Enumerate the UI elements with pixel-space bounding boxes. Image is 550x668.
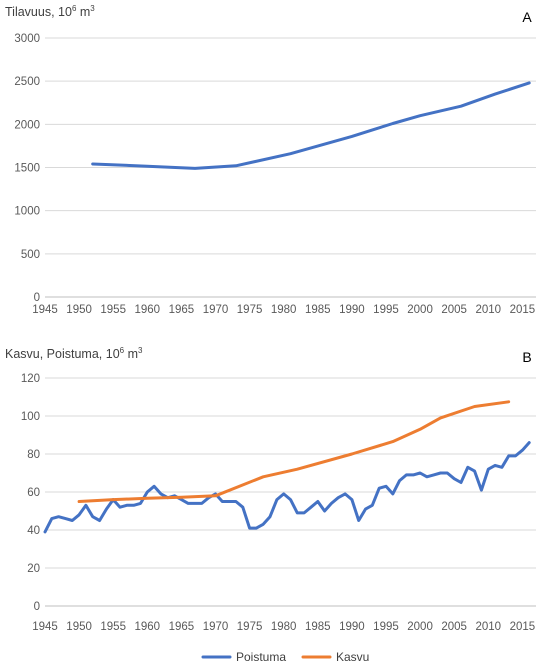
x-tick-label: 1980 xyxy=(271,621,297,633)
x-tick-label: 1945 xyxy=(32,304,58,316)
series-line xyxy=(91,81,531,170)
series-poistuma-line xyxy=(43,441,531,534)
x-tick-label: 1985 xyxy=(305,304,331,316)
x-tick-label: 2005 xyxy=(441,304,467,316)
panel-label: A xyxy=(522,9,532,25)
y-tick-label: 20 xyxy=(27,563,40,575)
x-tick-label: 2000 xyxy=(407,304,433,316)
legend-label-kasvu: Kasvu xyxy=(336,650,369,664)
y-tick-label: 1000 xyxy=(14,206,40,218)
x-tick-label: 1975 xyxy=(237,621,263,633)
x-tick-label: 2015 xyxy=(510,304,536,316)
x-tick-label: 1980 xyxy=(271,304,297,316)
chart-title: Kasvu, Poistuma, 106 m3 xyxy=(5,346,143,361)
legend: Poistuma Kasvu xyxy=(201,650,369,664)
x-tick-label: 1945 xyxy=(32,621,58,633)
y-tick-label: 2500 xyxy=(14,76,40,88)
x-tick-label: 2010 xyxy=(475,621,501,633)
chart-panel-a: 0 500 1000 1500 2000 2500 3000 1945 1950 1955 1960… xyxy=(5,4,536,316)
y-tick-label: 40 xyxy=(27,525,40,537)
x-tick-label: 1975 xyxy=(237,304,263,316)
legend-label-poistuma: Poistuma xyxy=(236,650,286,664)
chart-title: Tilavuus, 106 m3 xyxy=(5,4,95,19)
x-tick-label: 1970 xyxy=(203,621,229,633)
x-tick-label: 1990 xyxy=(339,621,365,633)
panel-label: B xyxy=(522,349,531,365)
series-kasvu-line xyxy=(77,400,511,503)
x-tick-label: 2005 xyxy=(441,621,467,633)
x-tick-label: 2000 xyxy=(407,621,433,633)
chart-panel-b: 0 20 40 60 80 100 120 1945 1950 1955 1960 1965 1970 1… xyxy=(5,346,536,664)
x-tick-label: 2015 xyxy=(510,621,536,633)
x-tick-label: 2010 xyxy=(475,304,501,316)
x-tick-label: 1950 xyxy=(66,304,92,316)
y-tick-label: 100 xyxy=(21,411,40,423)
x-tick-label: 1955 xyxy=(100,621,126,633)
y-tick-label: 500 xyxy=(21,249,40,261)
x-tick-label: 1965 xyxy=(169,304,195,316)
y-tick-label: 60 xyxy=(27,487,40,499)
y-tick-label: 0 xyxy=(34,601,40,613)
y-tick-label: 0 xyxy=(34,292,40,304)
x-tick-label: 1985 xyxy=(305,621,331,633)
x-tick-label: 1950 xyxy=(66,621,92,633)
x-tick-label: 1995 xyxy=(373,304,399,316)
y-tick-label: 2000 xyxy=(14,119,40,131)
x-tick-label: 1970 xyxy=(203,304,229,316)
x-tick-label: 1960 xyxy=(134,621,160,633)
x-tick-label: 1995 xyxy=(373,621,399,633)
y-tick-label: 120 xyxy=(21,373,40,385)
x-tick-label: 1960 xyxy=(134,304,160,316)
y-tick-label: 1500 xyxy=(14,163,40,175)
x-tick-label: 1955 xyxy=(100,304,126,316)
y-tick-label: 80 xyxy=(27,449,40,461)
y-tick-label: 3000 xyxy=(14,33,40,45)
x-tick-label: 1990 xyxy=(339,304,365,316)
x-tick-label: 1965 xyxy=(169,621,195,633)
